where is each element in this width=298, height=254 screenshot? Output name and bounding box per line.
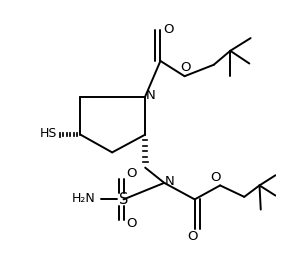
- Text: O: O: [181, 61, 191, 74]
- Text: O: O: [210, 171, 221, 184]
- Text: N: N: [164, 175, 174, 188]
- Text: O: O: [163, 23, 173, 36]
- Text: H₂N: H₂N: [72, 192, 95, 205]
- Text: O: O: [126, 167, 137, 181]
- Text: S: S: [119, 192, 129, 207]
- Text: N: N: [146, 89, 156, 102]
- Text: O: O: [187, 230, 198, 243]
- Text: O: O: [126, 217, 137, 230]
- Text: HS: HS: [40, 127, 57, 140]
